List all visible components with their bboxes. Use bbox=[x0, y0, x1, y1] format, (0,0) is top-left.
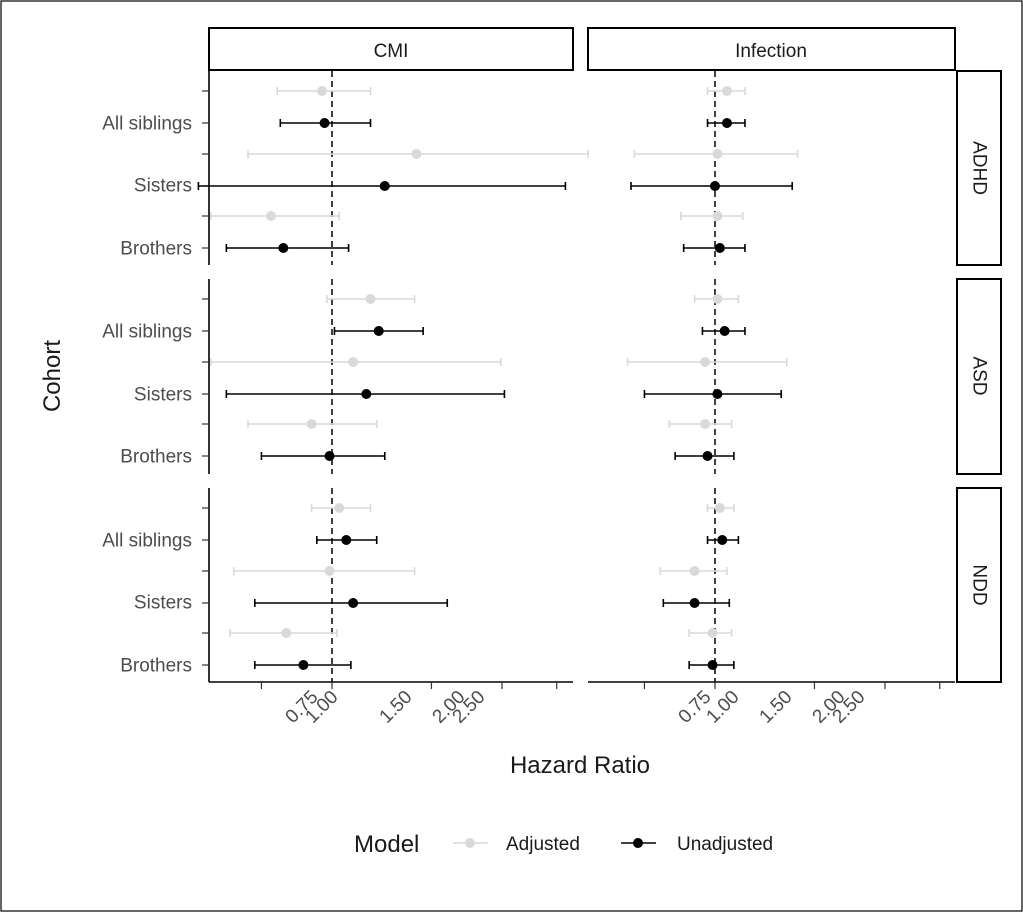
y-label-asd-sisters: Sisters bbox=[134, 385, 192, 406]
point-cmi-ndd-sisters-adjusted bbox=[324, 566, 335, 576]
point-infection-asd-sisters-unadjusted bbox=[712, 389, 723, 399]
y-label-ndd-sisters: Sisters bbox=[134, 593, 192, 614]
strip-label-cmi: CMI bbox=[374, 41, 409, 62]
point-infection-ndd-brothers-adjusted bbox=[707, 628, 718, 638]
point-infection-ndd-all-siblings-adjusted bbox=[714, 503, 725, 513]
legend-label-unadjusted: Unadjusted bbox=[677, 834, 773, 855]
point-infection-asd-brothers-unadjusted bbox=[702, 451, 713, 461]
y-label-adhd-sisters: Sisters bbox=[134, 176, 192, 197]
y-label-ndd-brothers: Brothers bbox=[120, 656, 192, 677]
point-cmi-ndd-brothers-adjusted bbox=[281, 628, 292, 638]
point-cmi-asd-brothers-unadjusted bbox=[324, 451, 335, 461]
point-infection-ndd-all-siblings-unadjusted bbox=[717, 535, 728, 545]
point-infection-asd-sisters-adjusted bbox=[699, 357, 710, 367]
point-infection-adhd-sisters-adjusted bbox=[712, 149, 723, 159]
x-tick-label-infection-1-00: 1.00 bbox=[703, 687, 744, 728]
y-label-adhd-all-siblings: All siblings bbox=[102, 114, 192, 135]
strip-infection bbox=[587, 27, 956, 71]
strip-label-asd: ASD bbox=[969, 356, 990, 395]
point-infection-asd-all-siblings-adjusted bbox=[712, 294, 723, 304]
forest-plot-marks bbox=[197, 86, 941, 689]
point-infection-ndd-sisters-adjusted bbox=[689, 566, 700, 576]
point-cmi-asd-sisters-adjusted bbox=[348, 357, 359, 367]
legend-label-adjusted: Adjusted bbox=[506, 834, 580, 855]
y-label-ndd-all-siblings: All siblings bbox=[102, 531, 192, 552]
strip-label-ndd: NDD bbox=[969, 564, 990, 605]
y-label-asd-brothers: Brothers bbox=[120, 447, 192, 468]
y-axis-title: Cohort bbox=[39, 340, 66, 412]
strip-label-adhd: ADHD bbox=[969, 141, 990, 195]
point-cmi-ndd-brothers-unadjusted bbox=[298, 660, 309, 670]
strip-label-infection: Infection bbox=[735, 41, 807, 62]
point-infection-adhd-sisters-unadjusted bbox=[710, 181, 720, 191]
point-cmi-asd-sisters-unadjusted bbox=[361, 389, 372, 399]
point-cmi-asd-all-siblings-adjusted bbox=[365, 294, 376, 304]
point-cmi-ndd-all-siblings-adjusted bbox=[334, 503, 345, 513]
strip-ndd bbox=[956, 487, 1002, 683]
point-cmi-adhd-brothers-adjusted bbox=[266, 211, 277, 221]
y-label-asd-all-siblings: All siblings bbox=[102, 322, 192, 343]
point-cmi-ndd-all-siblings-unadjusted bbox=[341, 535, 352, 545]
strip-cmi bbox=[208, 27, 574, 71]
point-cmi-adhd-sisters-adjusted bbox=[411, 149, 422, 159]
point-infection-ndd-brothers-unadjusted bbox=[707, 660, 718, 670]
point-infection-asd-all-siblings-unadjusted bbox=[719, 326, 730, 336]
legend-dot-unadjusted bbox=[633, 838, 643, 848]
point-cmi-ndd-sisters-unadjusted bbox=[348, 598, 359, 608]
point-cmi-adhd-sisters-unadjusted bbox=[379, 181, 390, 191]
point-infection-adhd-all-siblings-unadjusted bbox=[721, 118, 732, 128]
strip-adhd bbox=[956, 70, 1002, 266]
x-tick-label-cmi-1-50: 1.50 bbox=[376, 687, 417, 728]
x-axis-title: Hazard Ratio bbox=[510, 752, 650, 779]
y-label-adhd-brothers: Brothers bbox=[120, 239, 192, 260]
point-cmi-adhd-all-siblings-unadjusted bbox=[319, 118, 330, 128]
point-cmi-asd-all-siblings-unadjusted bbox=[373, 326, 384, 336]
point-cmi-adhd-brothers-unadjusted bbox=[278, 243, 289, 253]
point-infection-adhd-brothers-unadjusted bbox=[714, 243, 725, 253]
point-infection-adhd-brothers-adjusted bbox=[712, 211, 723, 221]
point-infection-asd-brothers-adjusted bbox=[699, 419, 710, 429]
point-infection-ndd-sisters-unadjusted bbox=[689, 598, 700, 608]
legend-title: Model bbox=[354, 831, 419, 858]
x-tick-label-infection-1-50: 1.50 bbox=[756, 687, 797, 728]
point-infection-adhd-all-siblings-adjusted bbox=[721, 86, 732, 96]
point-cmi-adhd-all-siblings-adjusted bbox=[316, 86, 327, 96]
legend-dot-adjusted bbox=[465, 838, 475, 848]
legend: Model Adjusted Unadjusted bbox=[354, 831, 773, 858]
point-cmi-asd-brothers-adjusted bbox=[306, 419, 317, 429]
strip-asd bbox=[956, 278, 1002, 475]
